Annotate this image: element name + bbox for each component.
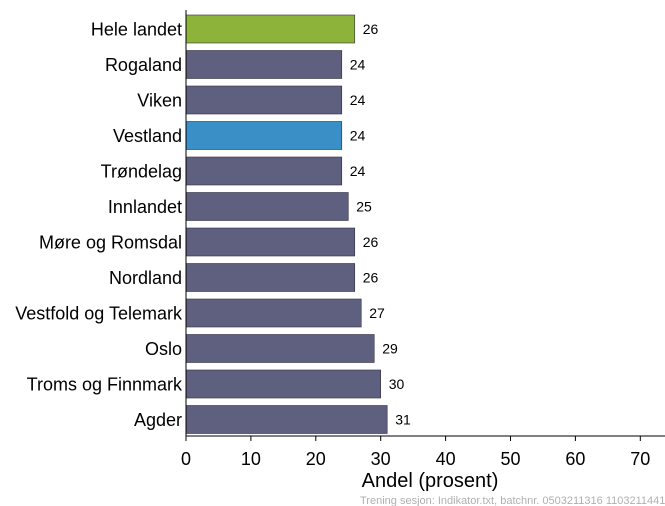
bar xyxy=(185,405,388,434)
x-tick-label: 10 xyxy=(241,449,261,469)
x-tick-label: 20 xyxy=(306,449,326,469)
bar xyxy=(185,334,375,363)
category-label: Rogaland xyxy=(105,55,182,75)
bar xyxy=(185,369,381,399)
value-labels: 26 24 24 24 24 25 26 26 27 29 30 31 xyxy=(350,21,411,428)
category-label: Agder xyxy=(134,410,182,430)
category-label: Troms og Finnmark xyxy=(27,375,183,395)
x-tick-label: 60 xyxy=(565,449,585,469)
value-label: 27 xyxy=(369,305,385,321)
bar xyxy=(185,298,362,328)
category-label: Trøndelag xyxy=(101,162,182,182)
category-label: Hele landet xyxy=(91,20,182,40)
category-label: Vestland xyxy=(113,126,182,146)
bar xyxy=(185,192,349,221)
value-label: 31 xyxy=(395,412,411,428)
bars-group xyxy=(185,14,388,434)
bar xyxy=(185,121,343,150)
x-axis-label: Andel (prosent) xyxy=(362,470,499,492)
category-label: Viken xyxy=(137,91,182,111)
x-axis-ticks: 0 10 20 30 40 50 60 70 xyxy=(181,436,650,469)
bar xyxy=(185,85,343,115)
value-label: 26 xyxy=(363,21,379,37)
value-label: 30 xyxy=(389,376,405,392)
value-label: 24 xyxy=(350,92,366,108)
footer-note: Trening sesjon: Indikator.txt, batchnr. … xyxy=(360,495,665,506)
x-tick-label: 70 xyxy=(630,449,650,469)
value-label: 24 xyxy=(350,57,366,73)
value-label: 29 xyxy=(382,341,398,357)
x-tick-label: 0 xyxy=(181,449,191,469)
x-tick-label: 50 xyxy=(500,449,520,469)
value-label: 26 xyxy=(363,234,379,250)
value-label: 24 xyxy=(350,128,366,144)
bar xyxy=(185,14,356,44)
bar xyxy=(185,50,343,79)
bar xyxy=(185,227,356,257)
x-tick-label: 40 xyxy=(436,449,456,469)
category-label: Vestfold og Telemark xyxy=(15,304,183,324)
value-label: 25 xyxy=(356,199,372,215)
category-labels: Hele landet Rogaland Viken Vestland Trøndela… xyxy=(15,20,183,431)
value-label: 24 xyxy=(350,163,366,179)
category-label: Innlandet xyxy=(108,197,182,217)
category-label: Oslo xyxy=(145,339,182,359)
category-label: Nordland xyxy=(109,268,182,288)
bar xyxy=(185,156,343,186)
x-tick-label: 30 xyxy=(371,449,391,469)
bar xyxy=(185,263,356,292)
value-label: 26 xyxy=(363,270,379,286)
category-label: Møre og Romsdal xyxy=(39,233,182,253)
